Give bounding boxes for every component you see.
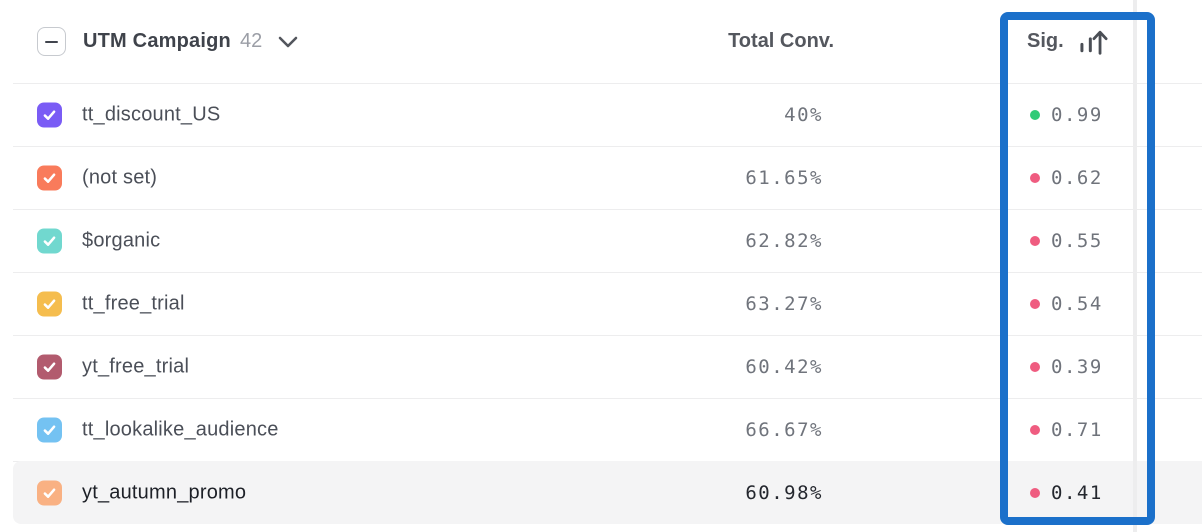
- sig-cell: 0.54: [1030, 293, 1103, 315]
- row-label[interactable]: yt_free_trial: [82, 355, 190, 377]
- sig-cell: 0.39: [1030, 356, 1103, 378]
- table-row[interactable]: tt_lookalike_audience 66.67% 0.71: [0, 398, 1202, 461]
- row-label[interactable]: tt_free_trial: [82, 292, 185, 314]
- checkmark-icon: [43, 424, 56, 435]
- row-label[interactable]: yt_autumn_promo: [82, 481, 247, 503]
- sig-dot: [1030, 487, 1040, 498]
- sig-cell: 0.41: [1030, 482, 1103, 504]
- group-label: UTM Campaign: [83, 30, 231, 52]
- column-header-sig[interactable]: Sig.: [1027, 0, 1109, 83]
- sort-ascending-icon: [1078, 28, 1109, 56]
- table-row[interactable]: yt_autumn_promo 60.98% 0.41: [0, 461, 1202, 524]
- sig-dot: [1030, 361, 1040, 372]
- total-conv-value: 62.82%: [745, 229, 823, 252]
- row-label[interactable]: (not set): [82, 166, 158, 188]
- column-header-utm-campaign[interactable]: UTM Campaign 42: [83, 30, 298, 53]
- sig-value: 0.39: [1051, 355, 1103, 378]
- table-header: UTM Campaign 42 Total Conv. Sig.: [0, 0, 1202, 83]
- sig-value: 0.62: [1051, 166, 1103, 189]
- sig-value: 0.54: [1051, 292, 1103, 315]
- row-checkbox[interactable]: [37, 102, 62, 127]
- table-row[interactable]: tt_free_trial 63.27% 0.54: [0, 272, 1202, 335]
- checkmark-icon: [43, 487, 56, 498]
- checkmark-icon: [43, 235, 56, 246]
- sig-value: 0.41: [1051, 481, 1103, 504]
- minus-icon: [45, 40, 58, 43]
- sig-dot: [1030, 424, 1040, 435]
- checkmark-icon: [43, 172, 56, 183]
- total-conv-value: 40%: [784, 103, 823, 126]
- row-checkbox[interactable]: [37, 165, 62, 190]
- row-checkbox[interactable]: [37, 228, 62, 253]
- row-checkbox[interactable]: [37, 354, 62, 379]
- sig-cell: 0.71: [1030, 419, 1103, 441]
- table-row[interactable]: tt_discount_US 40% 0.99: [0, 83, 1202, 146]
- sig-dot: [1030, 172, 1040, 183]
- checkmark-icon: [43, 298, 56, 309]
- sig-dot: [1030, 235, 1040, 246]
- sig-header-label: Sig.: [1027, 30, 1064, 52]
- total-conv-value: 60.42%: [745, 355, 823, 378]
- sig-value: 0.71: [1051, 418, 1103, 441]
- row-checkbox[interactable]: [37, 480, 62, 505]
- row-checkbox[interactable]: [37, 291, 62, 316]
- sig-dot: [1030, 109, 1040, 120]
- column-header-total-conv[interactable]: Total Conv.: [728, 30, 834, 52]
- collapse-group-button[interactable]: [37, 27, 66, 56]
- sig-value: 0.99: [1051, 103, 1103, 126]
- total-conv-value: 63.27%: [745, 292, 823, 315]
- row-label[interactable]: $organic: [82, 229, 161, 251]
- group-count: 42: [239, 30, 263, 52]
- table-row[interactable]: (not set) 61.65% 0.62: [0, 146, 1202, 209]
- total-conv-value: 66.67%: [745, 418, 823, 441]
- row-label[interactable]: tt_discount_US: [82, 103, 221, 125]
- sig-value: 0.55: [1051, 229, 1103, 252]
- checkmark-icon: [43, 361, 56, 372]
- sig-cell: 0.55: [1030, 230, 1103, 252]
- checkmark-icon: [43, 109, 56, 120]
- total-conv-value: 61.65%: [745, 166, 823, 189]
- table-row[interactable]: $organic 62.82% 0.55: [0, 209, 1202, 272]
- total-conv-value: 60.98%: [745, 481, 823, 504]
- column-divider: [1133, 0, 1137, 532]
- sig-dot: [1030, 298, 1040, 309]
- sig-cell: 0.99: [1030, 104, 1103, 126]
- row-label[interactable]: tt_lookalike_audience: [82, 418, 279, 440]
- sig-cell: 0.62: [1030, 167, 1103, 189]
- table-row[interactable]: yt_free_trial 60.42% 0.39: [0, 335, 1202, 398]
- row-checkbox[interactable]: [37, 417, 62, 442]
- rows: tt_discount_US 40% 0.99 (not set) 61.65%…: [0, 83, 1202, 524]
- chevron-down-icon[interactable]: [278, 36, 298, 48]
